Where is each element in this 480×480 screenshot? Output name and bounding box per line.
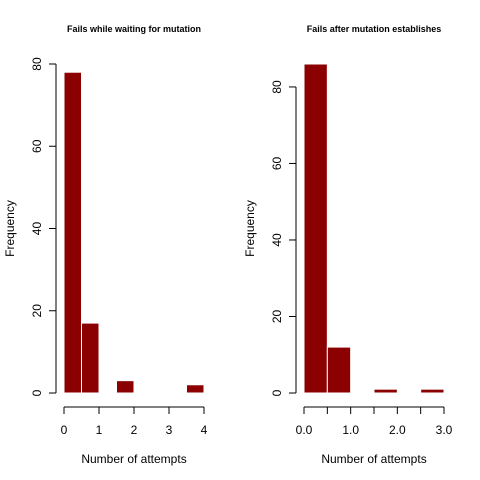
histogram-panel-1: Fails while waiting for mutation02040608… (3, 24, 208, 466)
y-axis-label: Frequency (243, 200, 257, 257)
histogram-bar (186, 384, 205, 394)
y-tick-label: 0 (30, 389, 44, 396)
histogram-bar (116, 380, 135, 394)
histogram-bar (81, 322, 100, 394)
x-tick-label: 2.0 (389, 423, 406, 437)
histogram-bar (420, 388, 445, 394)
histogram-bar (326, 346, 352, 394)
y-tick-label: 20 (270, 309, 284, 323)
y-tick-label: 40 (30, 222, 44, 236)
x-tick-label: 2 (131, 423, 138, 437)
histogram-bar (63, 71, 82, 394)
y-tick-label: 40 (270, 233, 284, 247)
x-tick-label: 0 (61, 423, 68, 437)
y-tick-label: 80 (270, 80, 284, 94)
y-tick-label: 0 (270, 389, 284, 396)
chart-title: Fails after mutation establishes (307, 24, 442, 34)
x-tick-label: 1 (96, 423, 103, 437)
histogram-bar (373, 388, 398, 394)
y-axis-label: Frequency (3, 200, 17, 257)
x-axis-label: Number of attempts (321, 452, 426, 466)
y-tick-label: 20 (30, 304, 44, 318)
x-axis-label: Number of attempts (81, 452, 186, 466)
y-tick-label: 60 (270, 156, 284, 170)
y-tick-label: 60 (30, 139, 44, 153)
x-tick-label: 4 (201, 423, 208, 437)
y-tick-label: 80 (30, 57, 44, 71)
histogram-panel-2: Fails after mutation establishes 0 20 40 60 8… (243, 24, 453, 466)
x-tick-label: 3.0 (436, 423, 453, 437)
histogram-bar (303, 63, 328, 394)
chart-title: Fails while waiting for mutation (67, 24, 201, 34)
x-tick-label: 1.0 (342, 423, 359, 437)
x-tick-label: 0.0 (296, 423, 313, 437)
x-tick-label: 3 (166, 423, 173, 437)
